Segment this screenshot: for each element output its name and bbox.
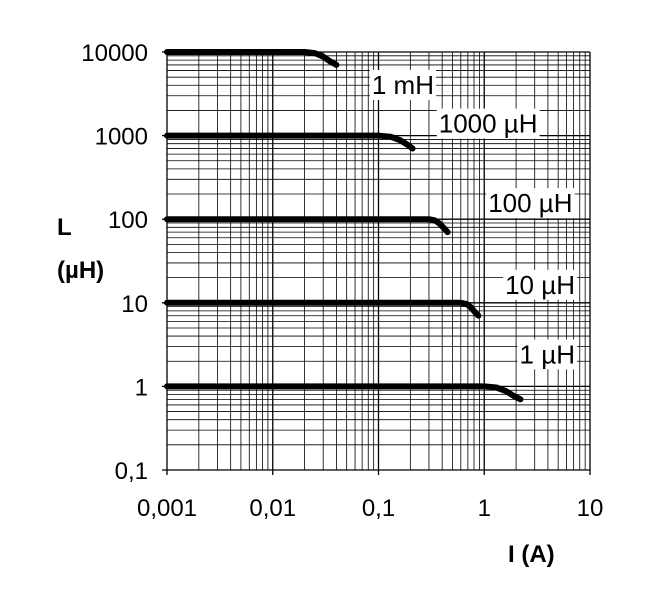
series-label-background [517,339,577,370]
series-label: 1000 µH [439,109,538,139]
x-tick-labels: 0,001 0,01 0,1 1 10 [137,495,603,522]
series-label: 100 µH [488,188,572,218]
series-label-background [369,70,436,100]
series-label: 1 µH [520,339,575,369]
y-axis-label-symbol: L [57,214,72,241]
y-tick-label: 1000 [95,124,148,151]
series-label-background [436,108,540,139]
y-tick-label: 100 [108,207,148,234]
y-tick-labels: 10000 1000 100 10 1 0,1 [81,40,148,485]
y-tick-label: 10000 [81,40,148,67]
series-line [164,383,524,403]
series-line [164,132,416,152]
x-tick-label: 0,001 [137,495,197,522]
y-axis-label-unit: (µH) [57,257,104,284]
series-label-background [486,188,575,219]
series-group [164,49,524,403]
y-tick-label: 1 [135,374,148,401]
x-tick-label: 1 [478,495,491,522]
series-line [164,49,340,68]
series-label-background [503,269,577,300]
series-label: 10 µH [505,270,575,300]
y-tick-label: 10 [121,291,148,318]
x-tick-label: 0,1 [362,495,395,522]
x-tick-label: 0,01 [249,495,296,522]
y-tick-label: 0,1 [115,458,148,485]
x-tick-label: 10 [577,495,604,522]
series-line [164,299,482,319]
x-axis-label: I (A) [508,541,555,568]
series-line [164,216,451,236]
series-label: 1 mH [372,70,434,100]
